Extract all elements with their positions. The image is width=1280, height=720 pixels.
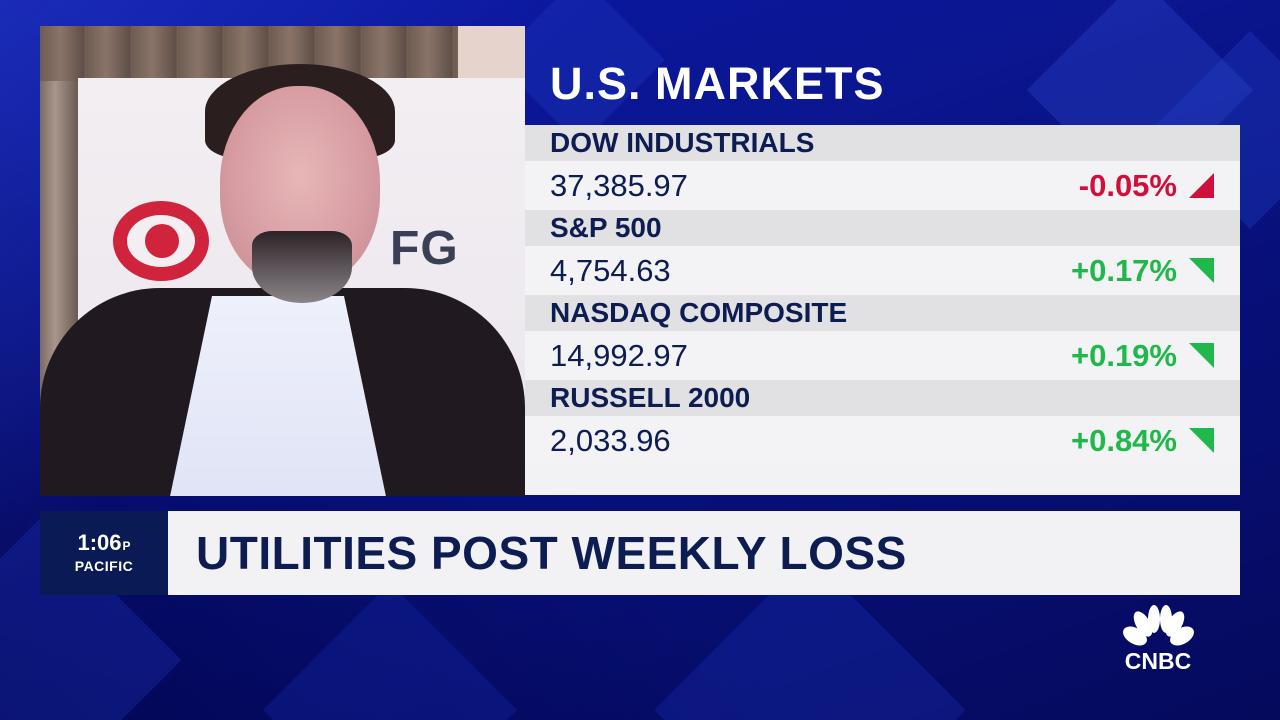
index-change: -0.05% bbox=[1079, 168, 1214, 204]
index-value: 2,033.96 bbox=[550, 422, 671, 458]
index-value: 37,385.97 bbox=[550, 167, 688, 203]
markets-panel: DOW INDUSTRIALS 37,385.97 -0.05% S&P 500… bbox=[525, 125, 1240, 495]
index-name: RUSSELL 2000 bbox=[525, 380, 1240, 416]
index-name: NASDAQ COMPOSITE bbox=[525, 295, 1240, 331]
network-logo: CNBC bbox=[1113, 604, 1203, 674]
index-change: +0.17% bbox=[1071, 253, 1214, 289]
index-value: 14,992.97 bbox=[550, 337, 688, 373]
index-change-percent: +0.19% bbox=[1070, 337, 1177, 373]
index-name: S&P 500 bbox=[525, 210, 1240, 246]
clock-ampm: P bbox=[122, 539, 131, 553]
clock-timezone: PACIFIC bbox=[74, 558, 134, 574]
backdrop-logo-text: FG bbox=[390, 222, 459, 275]
network-logo-text: CNBC bbox=[1124, 648, 1192, 674]
clock-time: 1:06 bbox=[77, 530, 122, 555]
guest-video-feed: FG bbox=[40, 26, 525, 496]
index-value: 4,754.63 bbox=[550, 252, 671, 288]
backdrop-logo-dot-icon bbox=[145, 224, 179, 258]
headline: UTILITIES POST WEEKLY LOSS bbox=[196, 527, 907, 579]
up-arrow-icon bbox=[1189, 343, 1214, 368]
guest-beard bbox=[252, 231, 352, 303]
index-change-percent: +0.17% bbox=[1070, 252, 1177, 288]
index-row: 14,992.97 +0.19% bbox=[525, 331, 1240, 380]
index-row: 2,033.96 +0.84% bbox=[525, 416, 1240, 465]
markets-title: U.S. MARKETS bbox=[550, 58, 885, 109]
lower-third: UTILITIES POST WEEKLY LOSS bbox=[168, 511, 1240, 595]
peacock-icon bbox=[1123, 605, 1194, 646]
wall-corner bbox=[458, 26, 525, 86]
time-badge: 1:06P PACIFIC bbox=[40, 511, 168, 595]
index-row: 4,754.63 +0.17% bbox=[525, 246, 1240, 295]
index-change: +0.84% bbox=[1071, 423, 1214, 459]
up-arrow-icon bbox=[1189, 428, 1214, 453]
index-row: 37,385.97 -0.05% bbox=[525, 161, 1240, 210]
index-change-percent: -0.05% bbox=[1078, 167, 1177, 203]
up-arrow-icon bbox=[1189, 258, 1214, 283]
index-change: +0.19% bbox=[1071, 338, 1214, 374]
index-name: DOW INDUSTRIALS bbox=[525, 125, 1240, 161]
background-shape bbox=[262, 582, 518, 720]
index-change-percent: +0.84% bbox=[1070, 422, 1177, 458]
down-arrow-icon bbox=[1189, 173, 1214, 198]
